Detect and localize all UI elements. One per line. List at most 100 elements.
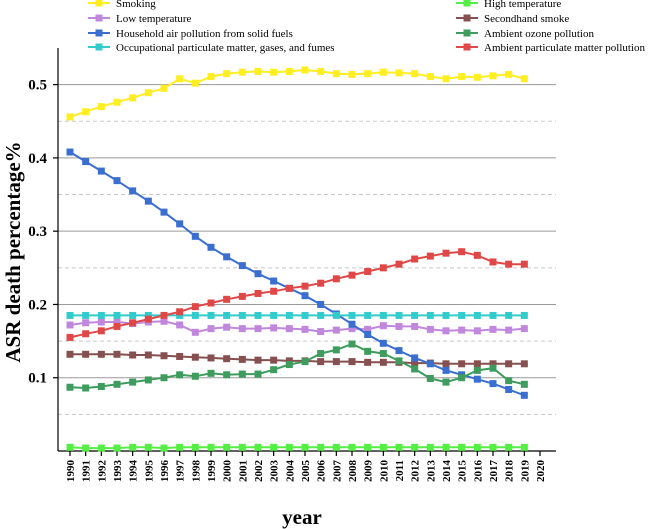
data-point — [66, 321, 74, 329]
data-point — [489, 380, 497, 388]
data-point — [238, 311, 246, 319]
data-point — [458, 311, 466, 319]
data-point — [82, 444, 90, 452]
x-tick-label: 1995 — [143, 460, 155, 483]
data-point — [395, 443, 403, 451]
x-tick-label: 2017 — [488, 460, 500, 483]
data-point — [113, 350, 121, 358]
series-line — [69, 151, 525, 397]
data-point — [238, 262, 246, 270]
legend-label: Household air pollution from solid fuels — [116, 28, 293, 40]
data-point — [364, 358, 372, 366]
data-point — [442, 378, 450, 386]
legend-label: Ambient ozone pollution — [484, 28, 594, 40]
data-point — [442, 249, 450, 257]
data-point — [223, 355, 231, 363]
data-point — [254, 270, 262, 278]
data-point — [270, 324, 278, 332]
data-point — [238, 292, 246, 300]
data-point — [332, 358, 340, 366]
data-point — [191, 353, 199, 361]
x-tick-label: 2005 — [300, 460, 312, 483]
data-point — [411, 311, 419, 319]
legend-item: Ambient ozone pollution — [456, 28, 594, 40]
data-point — [301, 292, 309, 300]
data-point — [223, 295, 231, 303]
data-point — [520, 360, 528, 368]
data-point — [442, 360, 450, 368]
y-tick-label: 0.2 — [28, 297, 47, 313]
data-point — [301, 358, 309, 366]
data-point — [82, 384, 90, 392]
data-point — [129, 351, 137, 359]
data-point — [411, 443, 419, 451]
series-line — [69, 68, 525, 118]
legend-marker — [463, 0, 471, 7]
data-point — [317, 300, 325, 308]
data-point — [270, 366, 278, 374]
data-point — [176, 371, 184, 379]
axes — [53, 48, 556, 456]
data-point — [379, 68, 387, 76]
data-point — [348, 320, 356, 328]
data-point — [191, 311, 199, 319]
legend-item: Low temperature — [88, 13, 192, 25]
data-point — [66, 148, 74, 156]
data-point — [129, 94, 137, 102]
x-tick-label: 1991 — [81, 460, 93, 482]
data-point — [473, 327, 481, 335]
data-point — [207, 443, 215, 451]
x-tick-label: 2007 — [331, 460, 343, 483]
y-tick-label: 0.3 — [28, 224, 47, 240]
data-point — [364, 267, 372, 275]
data-point — [395, 69, 403, 77]
data-point — [129, 443, 137, 451]
data-point — [254, 67, 262, 75]
data-point — [473, 251, 481, 259]
legend-label: High temperature — [484, 0, 561, 10]
data-point — [97, 383, 105, 391]
data-point — [379, 322, 387, 330]
data-point — [144, 197, 152, 205]
data-point — [113, 322, 121, 330]
x-tick-label: 2003 — [269, 460, 281, 483]
data-point — [66, 311, 74, 319]
data-point — [426, 325, 434, 333]
data-point — [97, 327, 105, 335]
data-point — [458, 326, 466, 334]
data-point — [426, 443, 434, 451]
data-point — [458, 73, 466, 81]
x-tick-label: 2012 — [410, 460, 422, 483]
data-point — [160, 208, 168, 216]
data-point — [379, 264, 387, 272]
data-point — [82, 319, 90, 327]
data-point — [285, 67, 293, 75]
data-point — [442, 443, 450, 451]
data-point — [348, 340, 356, 348]
x-tick-label: 2019 — [519, 460, 531, 483]
data-point — [144, 315, 152, 323]
data-point — [160, 374, 168, 382]
y-tick-labels: 0.1 0.2 0.3 0.4 0.5 — [28, 78, 47, 387]
data-point — [505, 260, 513, 268]
x-tick-label: 2001 — [237, 460, 249, 482]
data-point — [254, 370, 262, 378]
legend-marker — [95, 14, 103, 22]
data-point — [285, 325, 293, 333]
data-point — [238, 355, 246, 363]
data-point — [66, 383, 74, 391]
data-point — [97, 167, 105, 175]
y-tick-label: 0.1 — [28, 371, 47, 387]
data-point — [332, 311, 340, 319]
data-point — [176, 352, 184, 360]
data-point — [207, 73, 215, 81]
data-point — [82, 350, 90, 358]
data-point — [505, 311, 513, 319]
data-point — [520, 443, 528, 451]
data-point — [207, 354, 215, 362]
data-point — [395, 347, 403, 355]
data-point — [223, 371, 231, 379]
data-point — [317, 443, 325, 451]
data-point — [129, 187, 137, 195]
